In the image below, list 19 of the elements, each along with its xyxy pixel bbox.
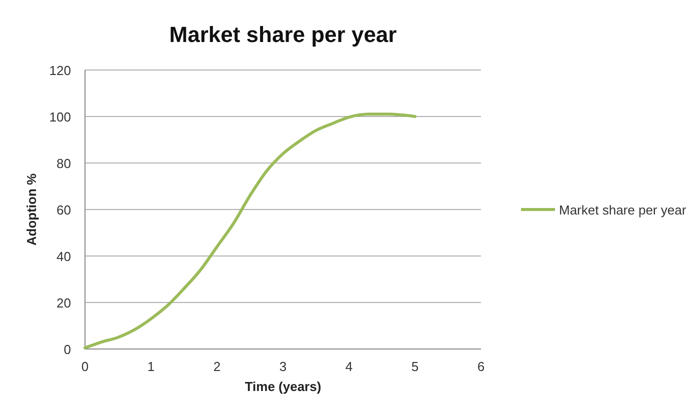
y-tick-label: 20 (56, 296, 71, 310)
x-tick-label: 6 (477, 359, 485, 374)
x-axis-title: Time (years) (244, 379, 322, 394)
x-tick-label: 1 (147, 359, 155, 374)
y-tick-label: 100 (49, 110, 71, 124)
x-tick-label: 5 (411, 359, 419, 374)
y-tick-label: 80 (56, 156, 71, 171)
chart-title: Market share per year (169, 22, 398, 47)
y-axis-title: Adoption % (24, 172, 39, 246)
y-tick-label: 0 (64, 342, 71, 357)
y-tick-label: 60 (56, 202, 71, 218)
y-tick-label: 40 (56, 249, 71, 264)
legend-label: Market share per year (559, 202, 687, 218)
line-series (84, 112, 416, 350)
y-tick-label: 120 (49, 63, 71, 78)
x-tick-label: 3 (279, 359, 287, 374)
x-tick-label: 4 (345, 359, 353, 374)
x-tick-label: 0 (81, 359, 89, 374)
x-tick-label: 2 (213, 359, 221, 374)
